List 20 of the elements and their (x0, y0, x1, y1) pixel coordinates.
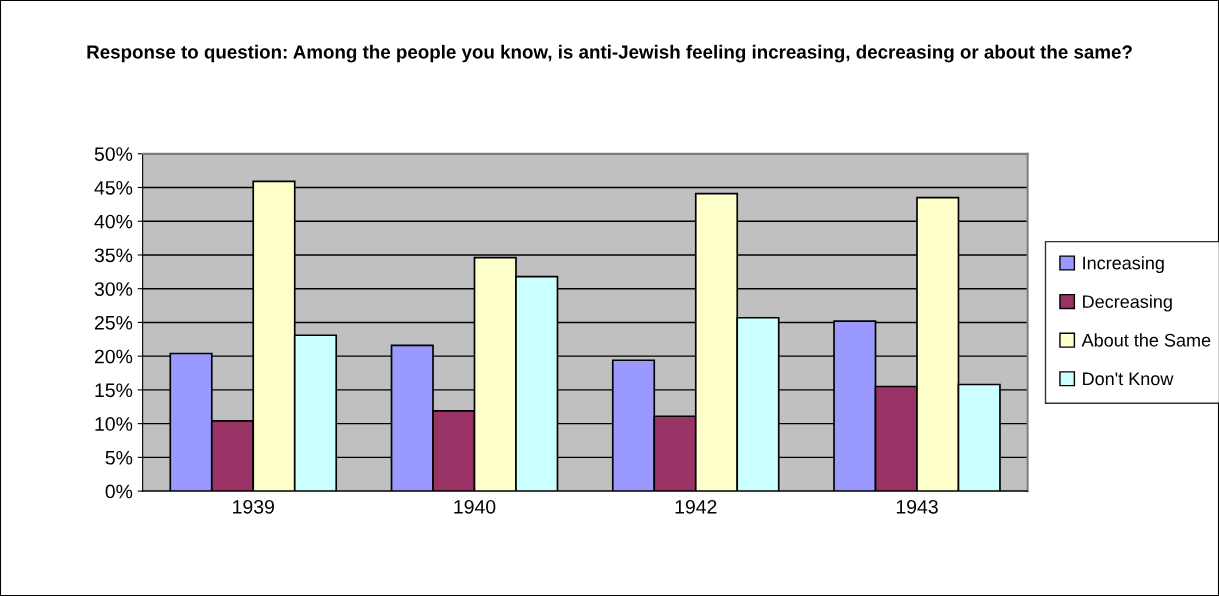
y-tick-label: 0% (105, 484, 133, 499)
x-tick-label: 1943 (896, 499, 938, 514)
y-tick-label: 40% (94, 214, 133, 229)
x-tick-label: 1940 (454, 499, 496, 514)
legend-label: About the Same (1081, 333, 1211, 347)
y-tick-label: 35% (94, 248, 133, 263)
y-tick-label: 5% (105, 450, 133, 465)
y-tick-label: 20% (94, 349, 133, 364)
y-tick-label: 45% (94, 181, 133, 195)
y-tick-label: 15% (95, 383, 133, 398)
y-tick-label: 10% (95, 417, 133, 431)
x-tick-label: 1942 (675, 499, 717, 514)
legend-label: Don't Know (1083, 372, 1174, 386)
chart-title: Response to question: Among the people you know, is anti-Jewish feeling increasing, decreasing or about the same? (87, 44, 1132, 63)
legend-label: Increasing (1083, 256, 1164, 274)
y-tick-label: 30% (94, 282, 133, 296)
x-tick-label: 1939 (233, 499, 274, 514)
y-tick-label: 50% (94, 147, 133, 161)
y-tick-label: 25% (94, 315, 133, 330)
legend-label: Decreasing (1083, 294, 1172, 312)
